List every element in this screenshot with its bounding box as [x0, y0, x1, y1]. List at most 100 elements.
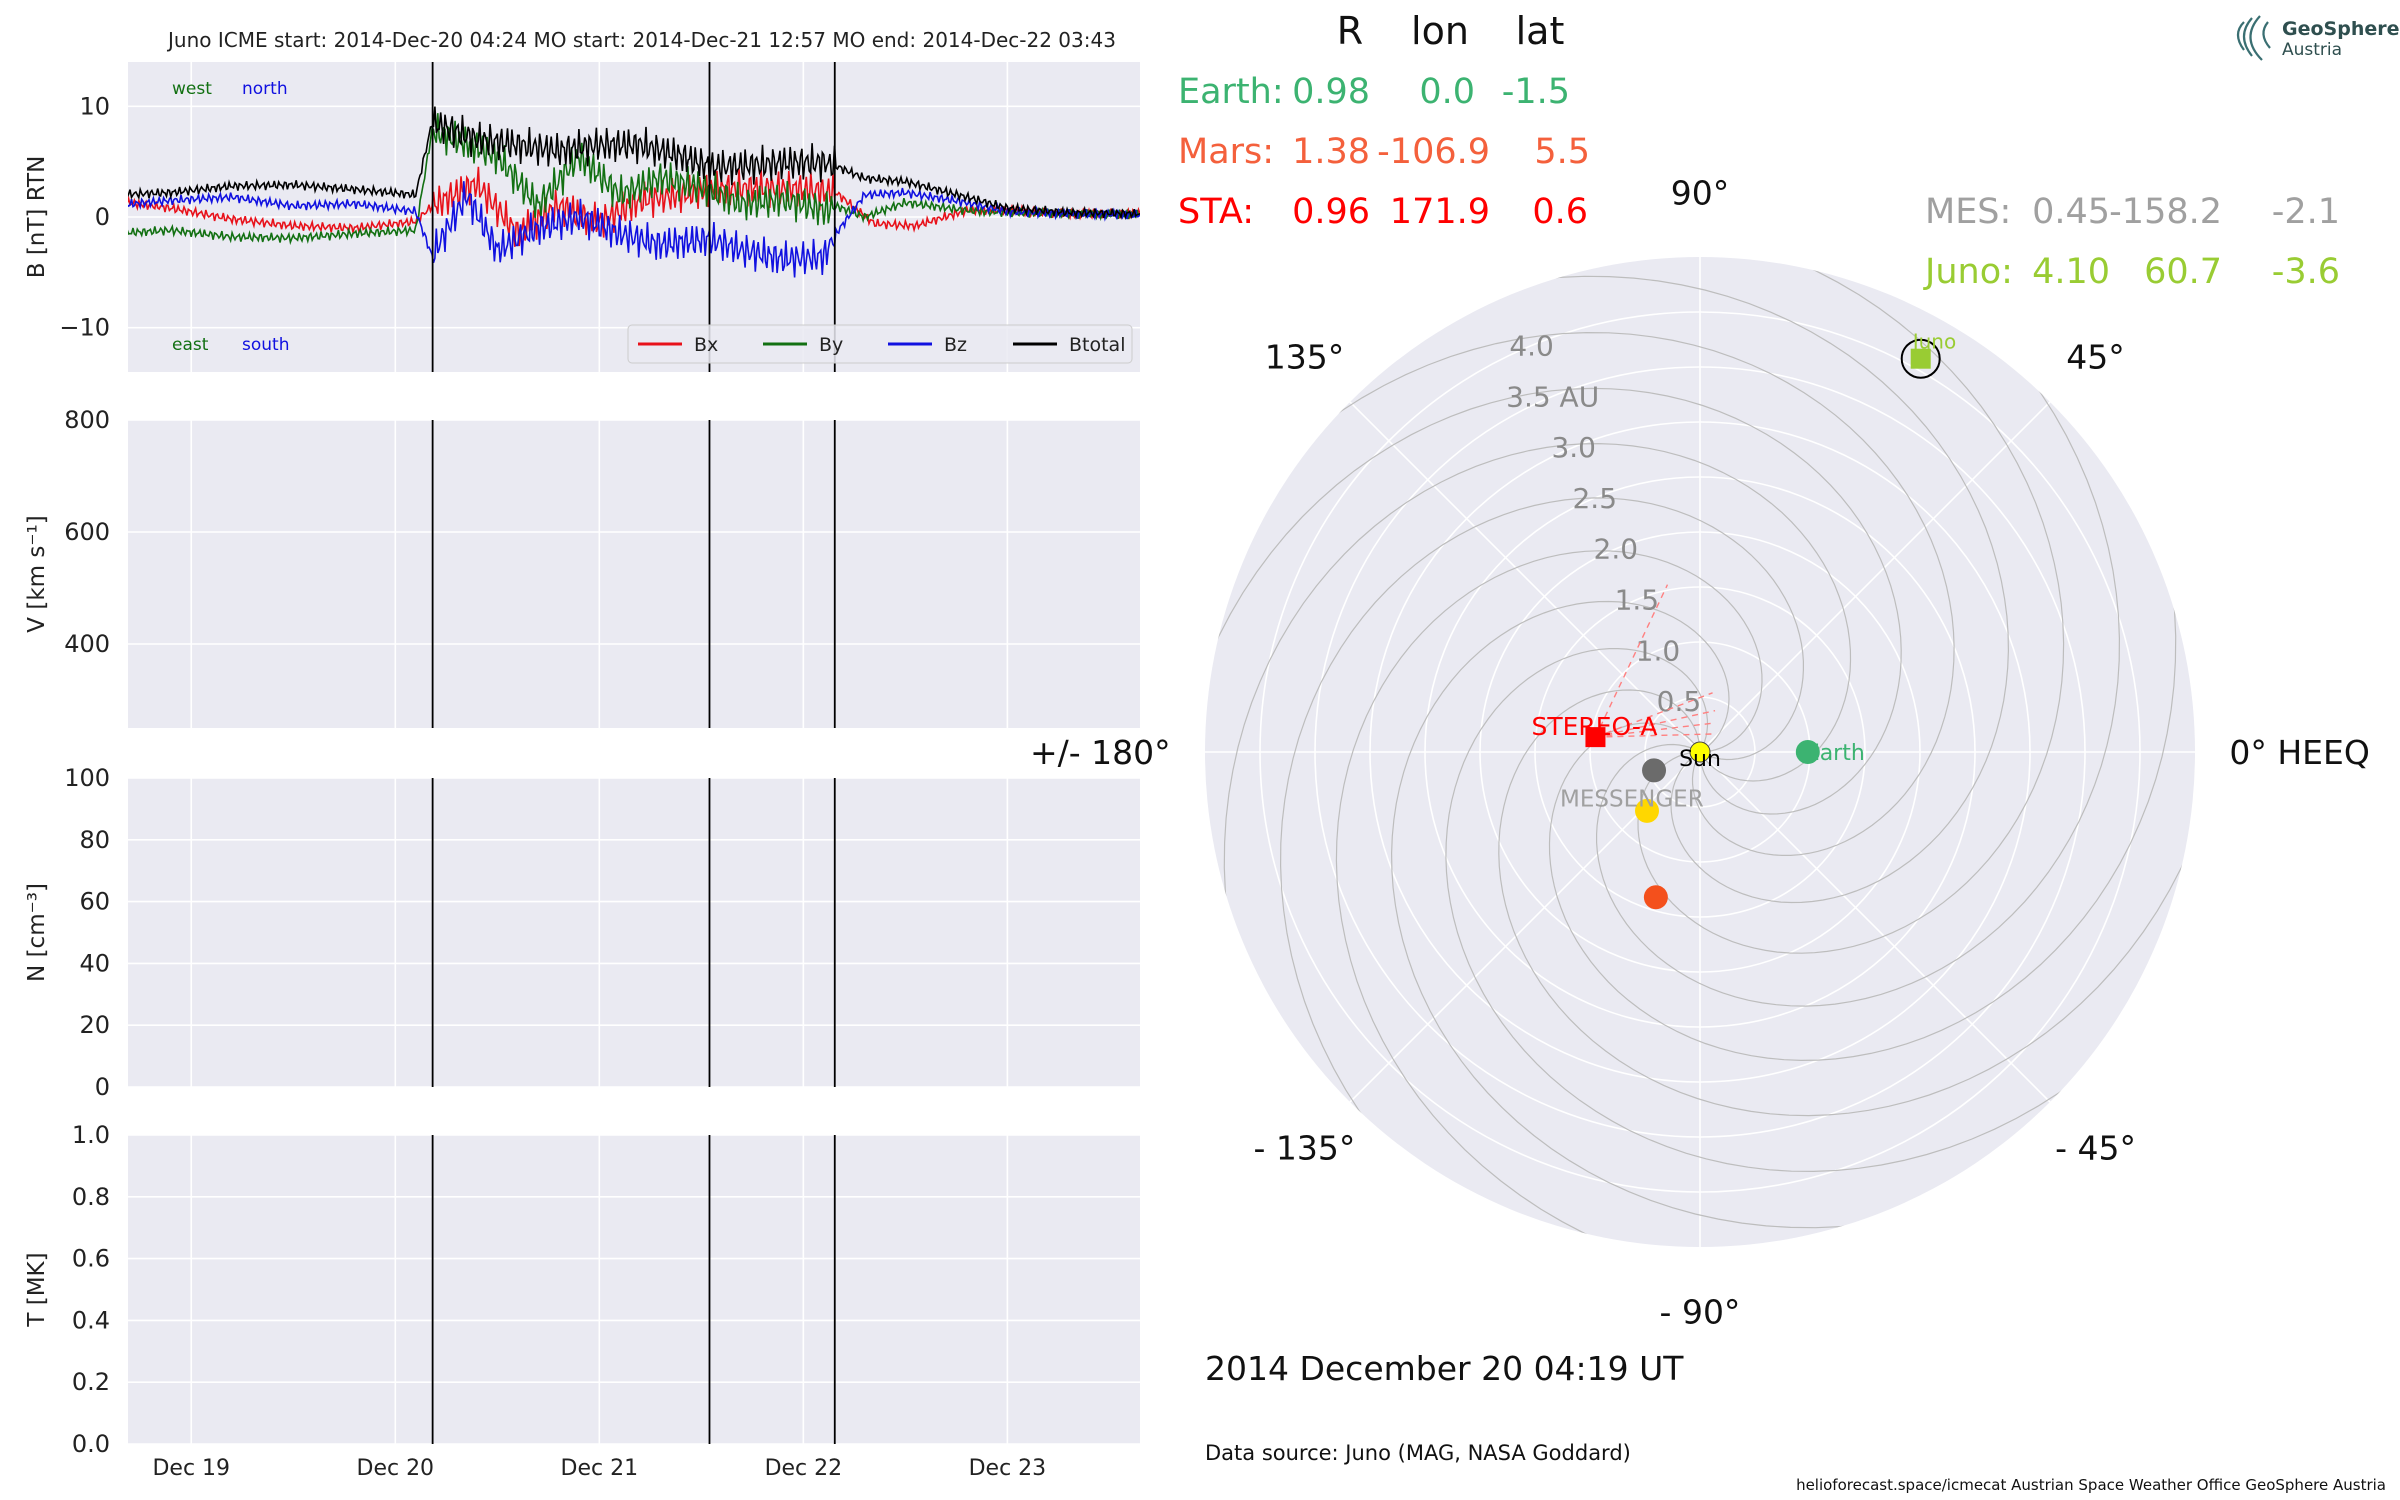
parker-spiral [1445, 257, 2065, 954]
radial-tick-label: 4.0 [1509, 329, 1554, 362]
panel-bg [128, 1135, 1140, 1444]
planet-mercury [1642, 758, 1667, 783]
parker-spiral [1335, 550, 1955, 1247]
table-cell-r: 0.45 [2032, 192, 2110, 232]
table-row-label: Mars: [1178, 132, 1274, 172]
logo-name: GeoSphere [2282, 18, 2400, 40]
radial-tick-label: 2.5 [1572, 482, 1617, 515]
y-tick-label: 60 [79, 888, 110, 916]
sun-label: Sun [1679, 747, 1721, 772]
y-tick-label: 0.0 [72, 1430, 110, 1458]
footer-date: 2014 December 20 04:19 UT [1205, 1349, 1684, 1388]
parker-spiral [1445, 647, 2195, 1173]
table-cell-lat: 5.5 [1534, 132, 1590, 172]
parker-spiral [1595, 257, 2121, 1007]
series-line-btotal [128, 106, 1140, 221]
logo-sub: Austria [2282, 40, 2342, 60]
y-tick-label: 800 [64, 406, 110, 434]
table-cell-lat: -3.6 [2272, 252, 2340, 292]
table-cell-lon: -106.9 [1377, 132, 1490, 172]
angle-label: 45° [2066, 337, 2125, 376]
angle-gridline [1699, 401, 2051, 753]
stereo-a-label: STEREO-A [1531, 712, 1657, 741]
table-cell-lon: 60.7 [2144, 252, 2222, 292]
y-axis-label: T [MK] [24, 1252, 50, 1327]
label-west: west [172, 79, 212, 99]
parker-spiral [1279, 497, 1805, 1247]
parker-spiral [1390, 600, 2177, 1229]
y-tick-label: 40 [79, 949, 110, 977]
stereo-a-field-line [1595, 733, 1713, 738]
y-tick-label: 10 [79, 92, 110, 120]
y-tick-label: −10 [59, 314, 110, 342]
table-row-label: Earth: [1178, 72, 1284, 112]
table-row-label: STA: [1178, 192, 1254, 232]
juno-highlight-ring [1900, 338, 1941, 379]
panel-T: 1.0 0.8 0.6 0.4 0.2 0.0 T [MK] [24, 1121, 1140, 1458]
angle-label: - 135° [1254, 1129, 1356, 1168]
radial-tick-label: 0.5 [1657, 685, 1702, 718]
b-legend: Bx By Bz Btotal [627, 324, 1133, 364]
panel-N: 100 80 60 40 20 0 N [cm⁻³] [24, 764, 1140, 1101]
angle-label: 90° [1671, 174, 1730, 213]
stereo-a-field-line [1595, 722, 1716, 738]
x-tick-label: Dec 23 [969, 1456, 1047, 1481]
geosphere-logo: GeoSphere Austria [2236, 15, 2400, 61]
table-row-label: MES: [1925, 192, 2011, 232]
footer-source: Data source: Juno (MAG, NASA Goddard) [1205, 1441, 1631, 1465]
earth-label: Earth [1806, 741, 1865, 766]
legend-label: Bz [944, 334, 967, 356]
radial-tick-label: 1.0 [1636, 634, 1681, 667]
planet-earth [1795, 740, 1820, 764]
y-axis-label: V [km s⁻¹] [24, 515, 50, 632]
y-tick-label: 0.2 [72, 1368, 110, 1396]
spacecraft-juno [1910, 348, 1931, 369]
angle-label: - 45° [2055, 1129, 2136, 1168]
radial-tick-label: 3.5 AU [1506, 380, 1599, 413]
planet-venus [1635, 798, 1660, 823]
series-line-by [128, 113, 1140, 246]
panel-bg [128, 420, 1140, 728]
y-tick-label: 0.8 [72, 1183, 110, 1211]
juno-label: Juno [1911, 330, 1957, 354]
label-south: south [242, 335, 289, 355]
parker-spiral [1498, 497, 2195, 1117]
x-tick-label: Dec 20 [357, 1456, 435, 1481]
table-cell-lon: 171.9 [1390, 192, 1490, 232]
stereo-a-field-line [1595, 692, 1713, 738]
x-tick-label: Dec 22 [765, 1456, 843, 1481]
figure-header: Juno ICME start: 2014-Dec-20 04:24 MO st… [166, 28, 1116, 52]
table-row-label: Juno: [1923, 252, 2013, 292]
parker-spiral [1205, 331, 1955, 857]
footer-credits: helioforecast.space/icmecat Austrian Spa… [1796, 1476, 2386, 1494]
table-cell-lon: -158.2 [2109, 192, 2222, 232]
y-tick-label: 0.4 [72, 1306, 110, 1334]
messenger-label: MESSENGER [1560, 786, 1704, 812]
legend-label: Btotal [1069, 334, 1125, 356]
parker-spiral [1205, 387, 1902, 1007]
table-cell-r: 0.98 [1292, 72, 1370, 112]
y-axis-label: N [cm⁻³] [24, 883, 50, 982]
series-line-bz [128, 181, 1140, 278]
planet-mars [1643, 885, 1668, 910]
table-cell-lon: 0.0 [1419, 72, 1475, 112]
table-header-r: R [1337, 9, 1363, 53]
table-cell-lat: -1.5 [1502, 72, 1570, 112]
table-cell-r: 4.10 [2032, 252, 2110, 292]
planet-sun [1689, 741, 1711, 763]
logo-swirl-icon [2236, 15, 2271, 61]
y-tick-label: 0 [95, 1073, 110, 1101]
spacecraft-stereo-a [1585, 727, 1606, 748]
angle-gridline [1349, 401, 1701, 753]
table-cell-r: 0.96 [1292, 192, 1370, 232]
stereo-a-field-line [1595, 709, 1716, 738]
legend-label: By [819, 334, 843, 356]
angle-label: +/- 180° [1030, 733, 1171, 772]
y-axis-label: B [nT] RTN [24, 156, 50, 279]
angle-label: - 90° [1660, 1292, 1741, 1331]
label-north: north [242, 79, 288, 99]
parker-spiral [1223, 275, 2010, 904]
